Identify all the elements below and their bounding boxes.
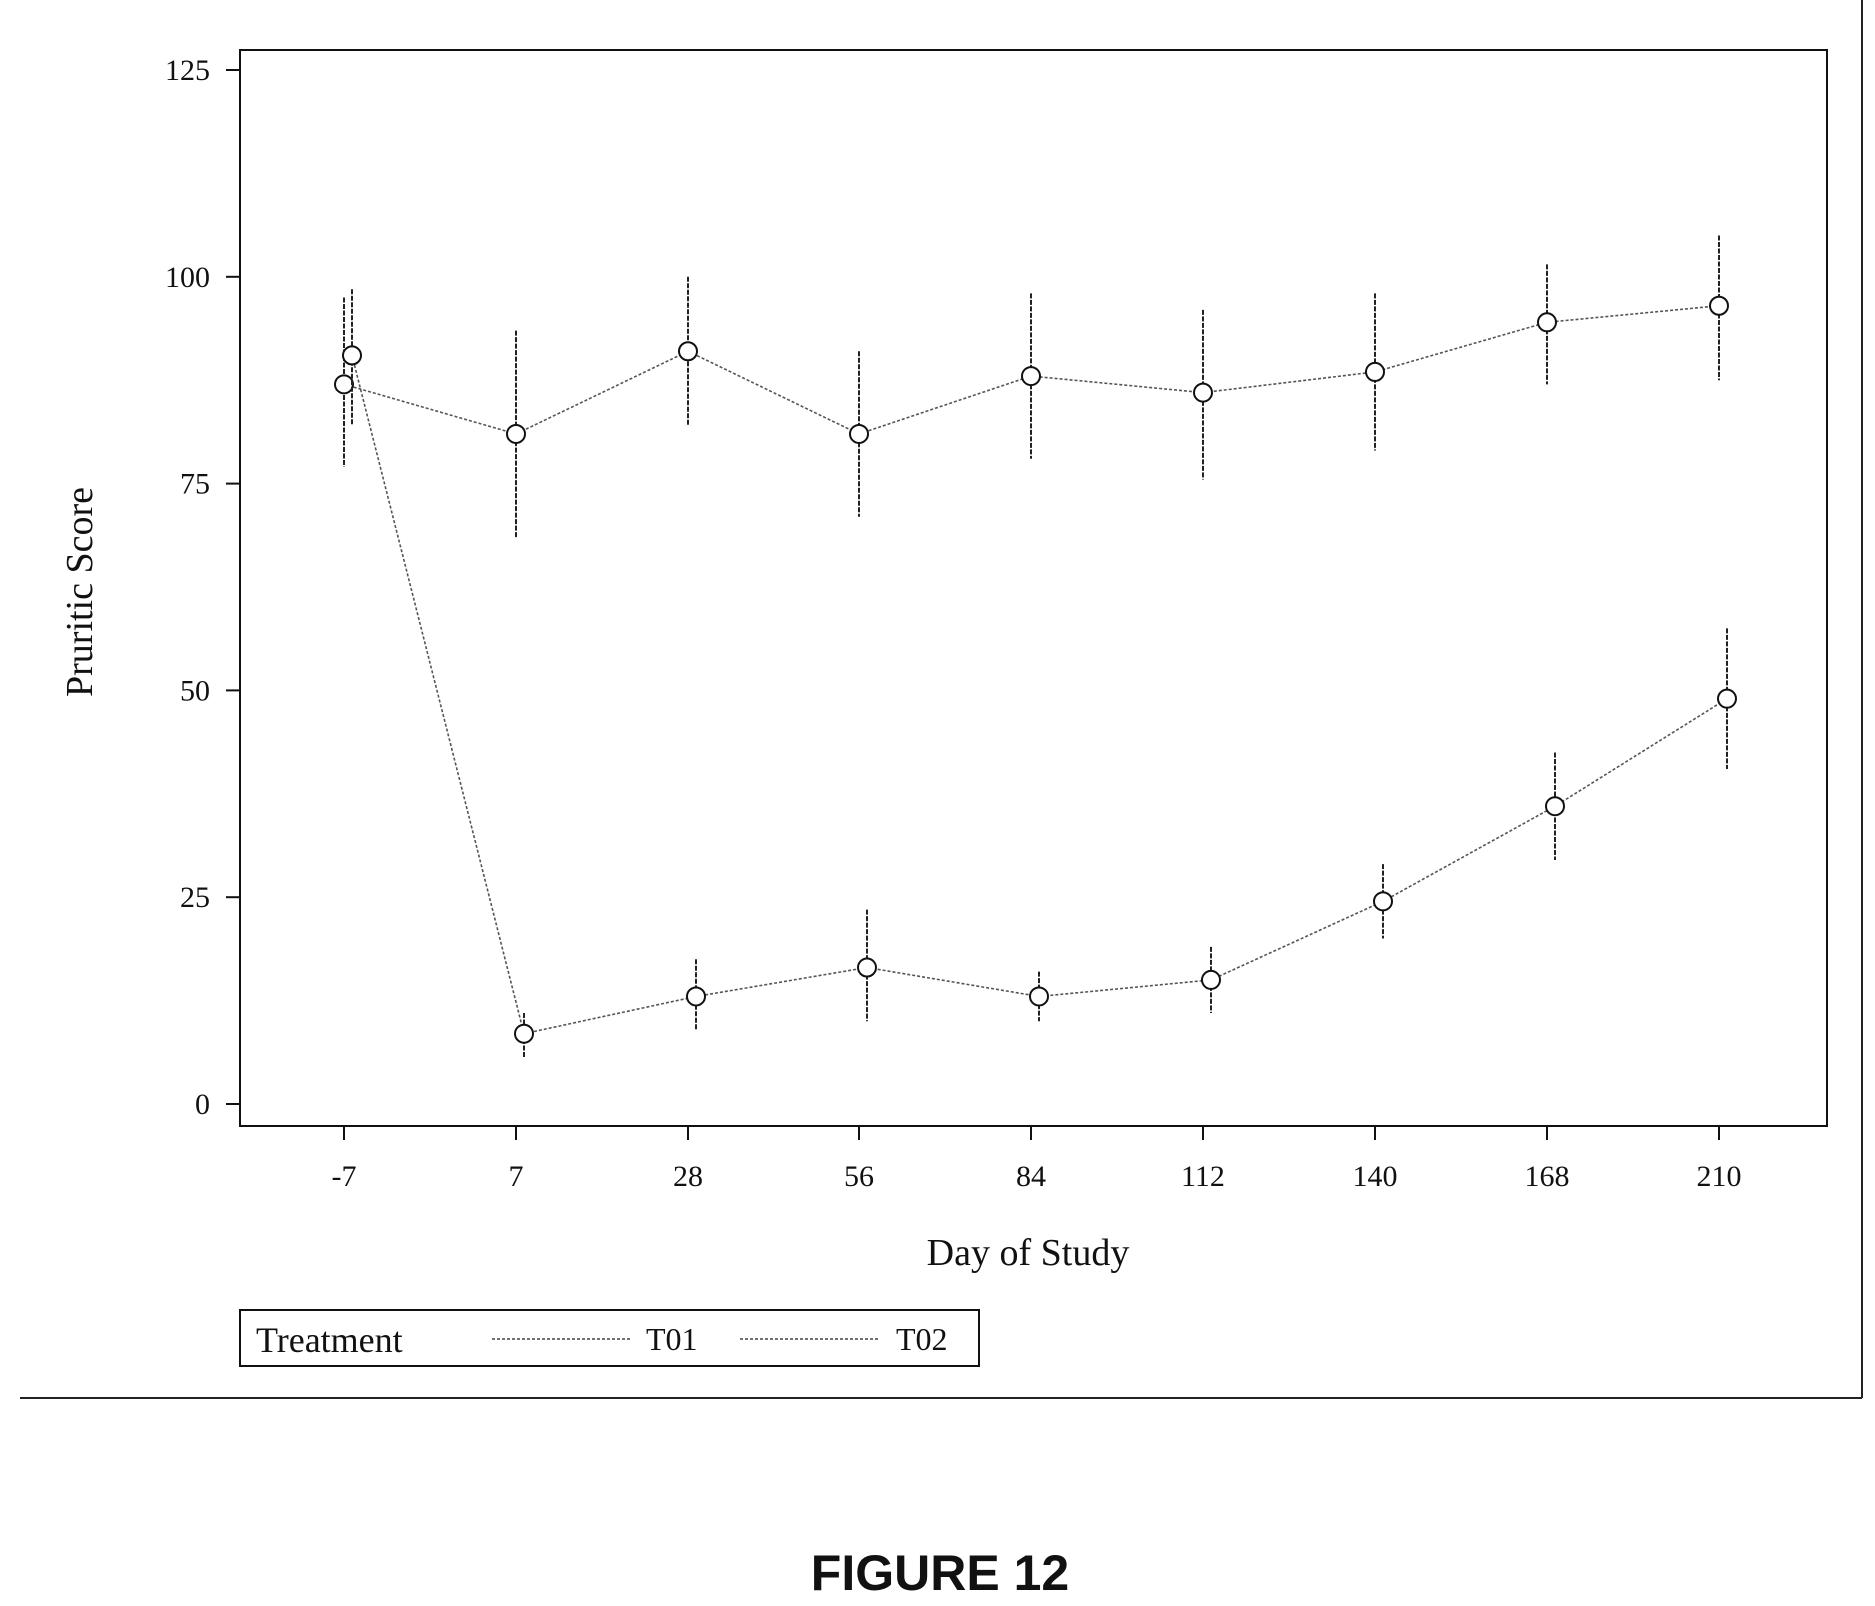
x-tick-label: 168: [1525, 1160, 1570, 1193]
data-point-t02: [1201, 969, 1221, 990]
legend-title: Treatment: [256, 1320, 403, 1360]
y-tick-label: 125: [165, 54, 210, 87]
data-point-t01: [1537, 312, 1557, 333]
x-axis-title: Day of Study: [927, 1232, 1130, 1274]
y-tick-label: 50: [180, 674, 210, 707]
data-point-t02: [857, 957, 877, 978]
y-tick-label: 75: [180, 468, 210, 501]
y-axis-title: Pruritic Score: [59, 487, 101, 697]
data-point-t01: [334, 374, 354, 395]
legend-label-t01: T01: [646, 1321, 698, 1357]
data-point-t01: [1709, 295, 1729, 316]
y-tick-label: 25: [180, 881, 210, 914]
data-point-t02: [686, 986, 706, 1007]
data-point-t02: [1717, 688, 1737, 709]
data-point-t02: [342, 345, 362, 366]
data-point-t01: [1365, 361, 1385, 382]
x-tick-label: 28: [673, 1160, 703, 1193]
data-point-t02: [1545, 796, 1565, 817]
legend-box: [239, 1309, 980, 1367]
x-tick-label: 56: [844, 1160, 874, 1193]
data-point-t02: [1029, 986, 1049, 1007]
data-point-t01: [849, 423, 869, 444]
legend-label-t02: T02: [896, 1321, 948, 1357]
plot-area: [239, 49, 1828, 1127]
data-point-t01: [678, 341, 698, 362]
data-point-t01: [1021, 366, 1041, 387]
y-tick-label: 0: [195, 1088, 210, 1121]
x-tick-label: 7: [509, 1160, 524, 1193]
x-tick-label: -7: [332, 1160, 357, 1193]
y-axis: 0 25 50 75 100 125: [165, 54, 240, 1121]
series-layer: [334, 235, 1737, 1059]
data-point-t02: [1373, 891, 1393, 912]
y-tick-label: 100: [165, 261, 210, 294]
series-line-t02: [351, 355, 1728, 1035]
data-point-t01: [506, 423, 526, 444]
legend: Treatment T01 T02: [239, 1309, 980, 1367]
x-tick-label: 210: [1697, 1160, 1742, 1193]
data-point-t01: [1193, 382, 1213, 403]
x-tick-label: 112: [1181, 1160, 1225, 1193]
x-tick-label: 84: [1016, 1160, 1046, 1193]
figure-caption: FIGURE 12: [811, 1545, 1069, 1601]
x-tick-label: 140: [1353, 1160, 1398, 1193]
x-axis: -7 7 28 56 84 112 140 168 210: [332, 1126, 1742, 1193]
data-point-t02: [514, 1023, 534, 1044]
